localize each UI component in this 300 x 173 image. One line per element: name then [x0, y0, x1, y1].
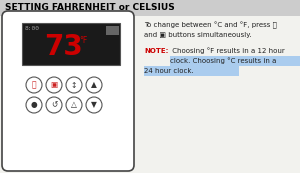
Circle shape — [66, 77, 82, 93]
Text: NOTE:: NOTE: — [144, 48, 168, 54]
Text: clock. Choosing °C results in a: clock. Choosing °C results in a — [170, 58, 276, 64]
Text: ⏻: ⏻ — [32, 80, 36, 89]
FancyBboxPatch shape — [2, 11, 134, 171]
Text: °F: °F — [79, 36, 87, 45]
Circle shape — [86, 77, 102, 93]
Text: 24 hour clock.: 24 hour clock. — [144, 68, 194, 74]
Circle shape — [26, 77, 42, 93]
FancyBboxPatch shape — [106, 25, 118, 34]
Text: 8:00: 8:00 — [25, 26, 40, 31]
Circle shape — [86, 97, 102, 113]
Text: SETTING FAHRENHEIT or CELSIUS: SETTING FAHRENHEIT or CELSIUS — [5, 3, 175, 12]
Circle shape — [46, 97, 62, 113]
Text: To change between °C and °F, press ⓨ: To change between °C and °F, press ⓨ — [144, 21, 277, 29]
Circle shape — [46, 77, 62, 93]
FancyBboxPatch shape — [144, 66, 239, 76]
Text: ↺: ↺ — [51, 101, 57, 110]
Circle shape — [26, 97, 42, 113]
Text: △: △ — [71, 101, 77, 110]
Text: Choosing °F results in a 12 hour: Choosing °F results in a 12 hour — [170, 48, 285, 54]
Text: ↕: ↕ — [71, 80, 77, 89]
Text: ▣: ▣ — [50, 80, 58, 89]
Text: 73: 73 — [44, 33, 82, 61]
Text: and ▣ buttons simultaneously.: and ▣ buttons simultaneously. — [144, 32, 252, 38]
Text: ▲: ▲ — [91, 80, 97, 89]
Text: ▼: ▼ — [91, 101, 97, 110]
Text: ●: ● — [31, 101, 37, 110]
FancyBboxPatch shape — [0, 0, 300, 16]
FancyBboxPatch shape — [170, 56, 300, 66]
FancyBboxPatch shape — [22, 23, 120, 65]
Circle shape — [66, 97, 82, 113]
